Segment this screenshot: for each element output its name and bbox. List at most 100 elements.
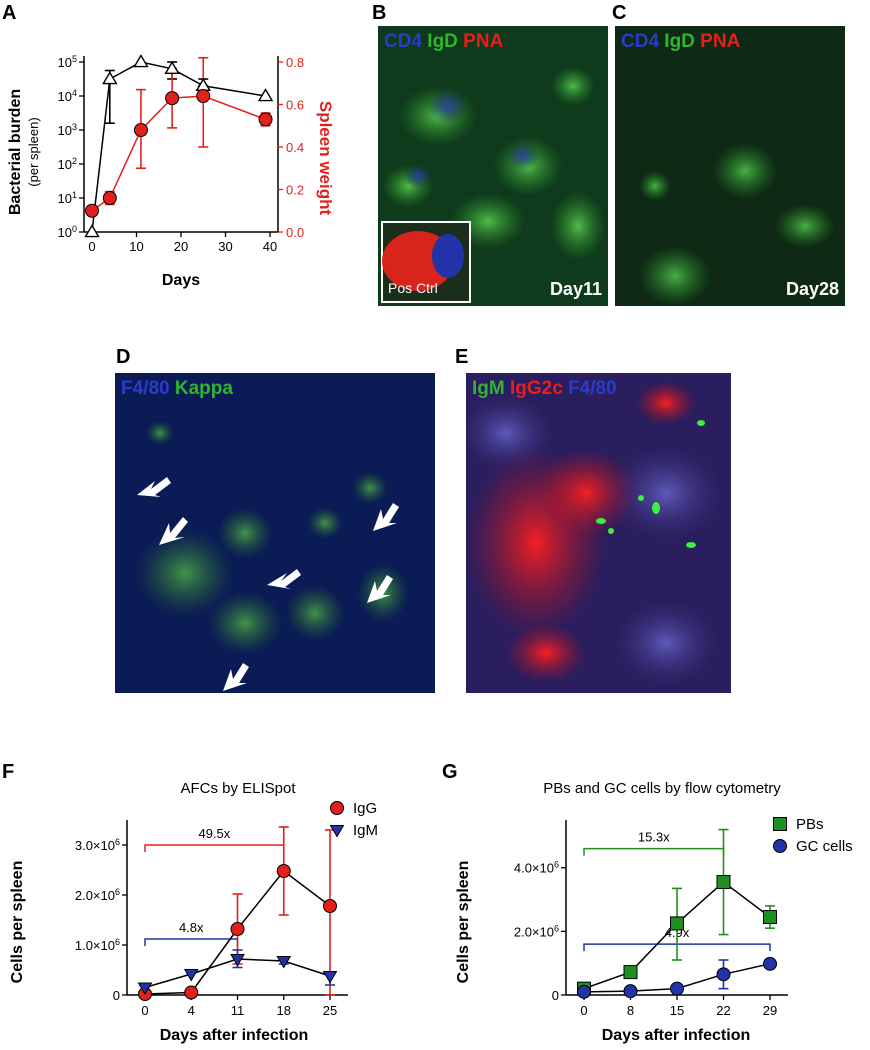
chart-g-xtick-label: 15 [670, 1003, 684, 1018]
micrograph-c-stains: CD4 IgD PNA [621, 31, 740, 53]
chart-f-xlabel: Days after infection [160, 1027, 308, 1044]
chart-a-xlabel: Days [162, 272, 200, 289]
micrograph-c: CD4 IgD PNA Day28 [615, 26, 845, 306]
micrograph-c-image [615, 26, 845, 306]
chart-a-weight-point [196, 89, 211, 103]
chart-a-burden-point [164, 60, 180, 75]
chart-g-point [716, 875, 731, 890]
chart-a-xtick-label: 30 [218, 239, 232, 254]
chart-a-weight-point [165, 91, 180, 106]
chart-a-rtick-label: 0.4 [286, 140, 304, 155]
chart-f-point [322, 970, 338, 984]
micrograph-c-stain-label: CD4 [621, 31, 660, 52]
day-label-b: Day11 [549, 279, 602, 299]
chart-g-point [670, 981, 684, 996]
micrograph-c-stain-label: IgD [659, 31, 695, 52]
panel-label-a: A [2, 2, 16, 24]
chart-g-legend-marker [773, 817, 787, 831]
chart-a-ytick-label: 103 [58, 122, 77, 138]
chart-g-legend-label: GC cells [796, 838, 853, 855]
chart-g-point [716, 967, 731, 982]
chart-a-burden-point [84, 224, 100, 238]
chart-a-burden-line [91, 61, 266, 233]
chart-a-burden-point [257, 88, 274, 102]
chart-a-ytick-label: 101 [58, 190, 77, 206]
micrograph-e-image [466, 373, 731, 693]
chart-a-ytick-label: 102 [58, 156, 77, 172]
inset-label: Pos Ctrl [388, 280, 438, 296]
chart-g-legend-label: PBs [796, 816, 824, 833]
chart-a-ytick-label: 105 [58, 54, 77, 70]
micrograph-b: CD4 IgD PNA Pos Ctrl Day11 [378, 26, 608, 306]
chart-g-point [670, 916, 684, 931]
chart-a-burden-point [102, 71, 118, 85]
chart-f-ylabel: Cells per spleen [9, 861, 26, 984]
micrograph-b-stain-label: PNA [457, 31, 504, 52]
micrograph-e: IgM IgG2c F4/80 [466, 373, 731, 693]
chart-g-xlabel: Days after infection [602, 1027, 750, 1044]
panel-label-f: F [2, 761, 14, 783]
day-label-c: Day28 [785, 279, 839, 299]
micrograph-b-stain-label: CD4 [384, 31, 423, 52]
chart-g-ytick-label: 2.0×106 [514, 923, 559, 939]
micrograph-d-stain-label: Kappa [169, 378, 233, 399]
micrograph-e-stain-label: IgM [472, 378, 505, 399]
chart-f-ytick-label: 3.0×106 [75, 837, 120, 853]
chart-f-point [183, 968, 199, 982]
chart-a-xtick-label: 20 [174, 239, 188, 254]
chart-g-xtick-label: 8 [627, 1003, 634, 1018]
chart-f-point [230, 953, 245, 967]
chart-f-xtick-label: 11 [231, 1003, 245, 1018]
micrograph-b-image [378, 26, 608, 306]
chart-a-ylabel-right: Spleen weight [316, 101, 335, 216]
chart-f-xtick-label: 0 [141, 1003, 148, 1018]
chart-f-legend-marker [329, 824, 345, 838]
panel-label-c: C [612, 2, 626, 24]
arrow-icon [137, 477, 399, 691]
micrograph-d-stain-label: F4/80 [121, 378, 170, 399]
micrograph-e-stain-label: IgG2c [504, 378, 563, 399]
panel-label-g: G [442, 761, 458, 783]
chart-g-point [623, 965, 638, 980]
micrograph-e-stain-label: F4/80 [562, 378, 617, 399]
chart-f-legend-label: IgG [353, 800, 377, 817]
panel-label-e: E [455, 346, 468, 368]
chart-a-rtick-label: 0.0 [286, 225, 304, 240]
chart-f-point [276, 955, 292, 969]
micrograph-e-stains: IgM IgG2c F4/80 [472, 378, 617, 400]
micrograph-b-stain-label: IgD [422, 31, 458, 52]
chart-f-point [230, 922, 245, 936]
chart-f-xtick-label: 4 [188, 1003, 195, 1018]
chart-a-ytick-label: 100 [58, 224, 77, 240]
chart-g-fold-label: 15.3x [638, 830, 670, 845]
chart-g-point [623, 984, 638, 999]
panel-label-d: D [116, 346, 130, 368]
chart-g-xtick-label: 0 [580, 1003, 587, 1018]
chart-g-ylabel: Cells per spleen [455, 861, 472, 984]
micrograph-d: F4/80 Kappa [115, 373, 435, 693]
micrograph-b-stains: CD4 IgD PNA [384, 31, 503, 53]
chart-g-fold-bracket [583, 847, 725, 856]
chart-f-ytick-label: 1.0×106 [75, 937, 120, 953]
chart-g-xtick-label: 29 [763, 1003, 777, 1018]
chart-a-weight-point [102, 191, 117, 205]
micrograph-d-stains: F4/80 Kappa [121, 378, 233, 400]
chart-f-title: AFCs by ELISpot [180, 780, 296, 797]
chart-a-weight-point [258, 112, 273, 127]
chart-g-ytick-label: 4.0×106 [514, 860, 559, 876]
chart-f-point [276, 864, 291, 878]
chart-a-ylabel: Bacterial burden [7, 89, 24, 215]
chart-g-point [577, 984, 591, 999]
chart-a-xtick-label: 40 [263, 239, 277, 254]
chart-a-ytick-label: 104 [58, 88, 77, 104]
chart-f-fold-label: 49.5x [198, 826, 230, 841]
chart-g-legend-marker [773, 839, 787, 853]
panel-label-b: B [372, 2, 386, 24]
chart-a-weight-point [133, 123, 148, 137]
chart-a-rtick-label: 0.2 [286, 183, 304, 198]
chart-a-xtick-label: 10 [129, 239, 143, 254]
